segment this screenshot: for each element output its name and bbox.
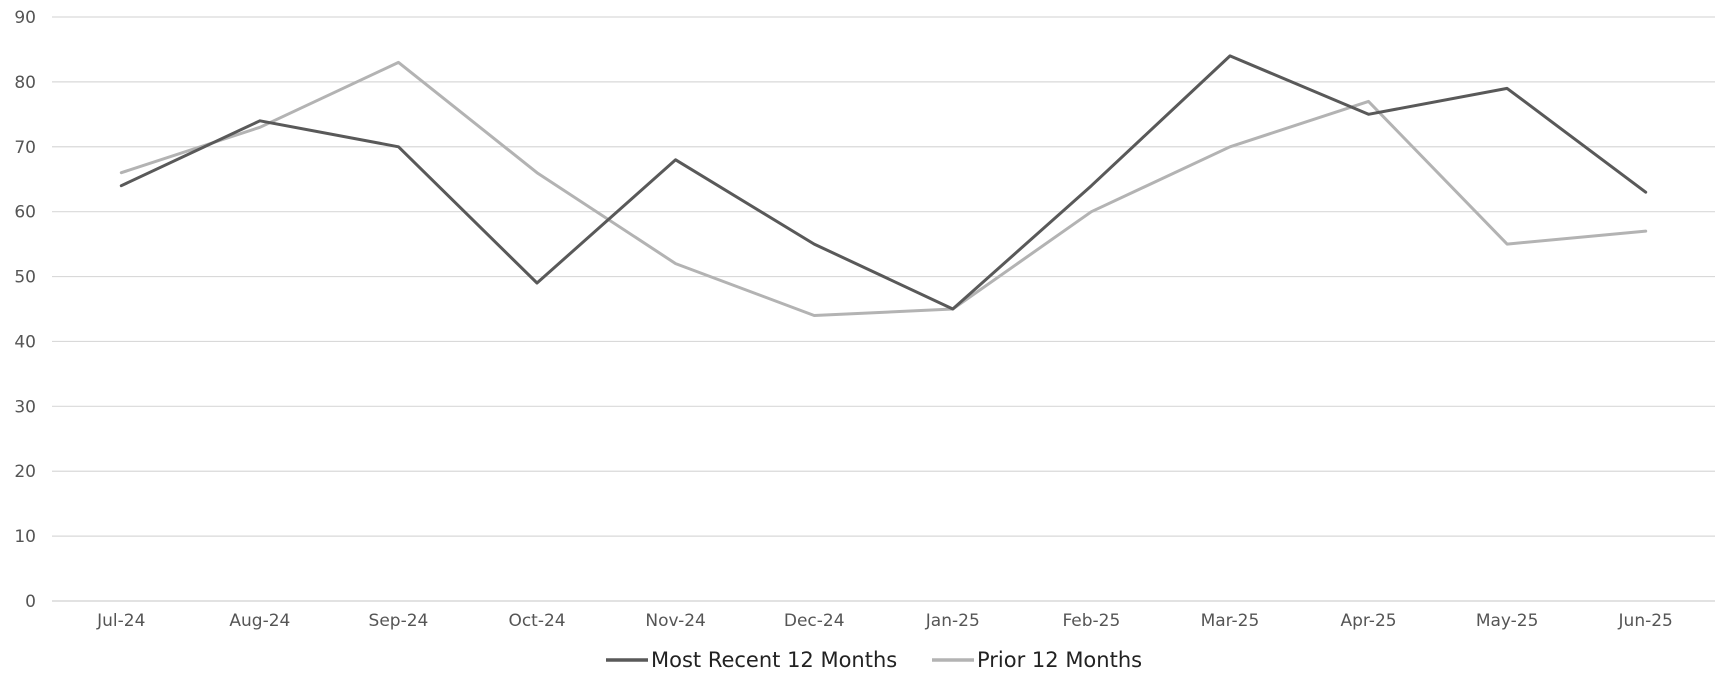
x-tick-label: Aug-24 bbox=[229, 611, 290, 631]
legend: Most Recent 12 Months Prior 12 Months bbox=[606, 648, 1142, 672]
legend-label: Most Recent 12 Months bbox=[651, 648, 897, 672]
x-tick-label: Oct-24 bbox=[508, 611, 565, 631]
y-tick-label: 90 bbox=[14, 8, 36, 28]
x-tick-label: Jun-25 bbox=[1618, 611, 1673, 631]
x-tick-label: Sep-24 bbox=[369, 611, 429, 631]
y-tick-label: 10 bbox=[14, 527, 36, 547]
series-line-most-recent bbox=[121, 56, 1645, 309]
y-tick-label: 0 bbox=[25, 592, 36, 612]
x-tick-label: May-25 bbox=[1476, 611, 1539, 631]
x-tick-label: Jan-25 bbox=[925, 611, 980, 631]
x-tick-label: Apr-25 bbox=[1340, 611, 1396, 631]
y-tick-label: 30 bbox=[14, 397, 36, 417]
x-tick-label: Jul-24 bbox=[96, 611, 145, 631]
gridlines bbox=[52, 17, 1715, 601]
y-tick-label: 70 bbox=[14, 138, 36, 158]
legend-label: Prior 12 Months bbox=[977, 648, 1142, 672]
y-tick-label: 20 bbox=[14, 462, 36, 482]
y-axis: 0 10 20 30 40 50 60 70 80 90 bbox=[14, 8, 36, 612]
x-axis: Jul-24 Aug-24 Sep-24 Oct-24 Nov-24 Dec-24 Jan-… bbox=[96, 611, 1673, 631]
y-tick-label: 40 bbox=[14, 332, 36, 352]
x-tick-label: Nov-24 bbox=[645, 611, 706, 631]
x-tick-label: Feb-25 bbox=[1062, 611, 1120, 631]
x-tick-label: Dec-24 bbox=[784, 611, 845, 631]
y-tick-label: 60 bbox=[14, 203, 36, 223]
x-tick-label: Mar-25 bbox=[1201, 611, 1260, 631]
y-tick-label: 80 bbox=[14, 73, 36, 93]
y-tick-label: 50 bbox=[14, 268, 36, 288]
